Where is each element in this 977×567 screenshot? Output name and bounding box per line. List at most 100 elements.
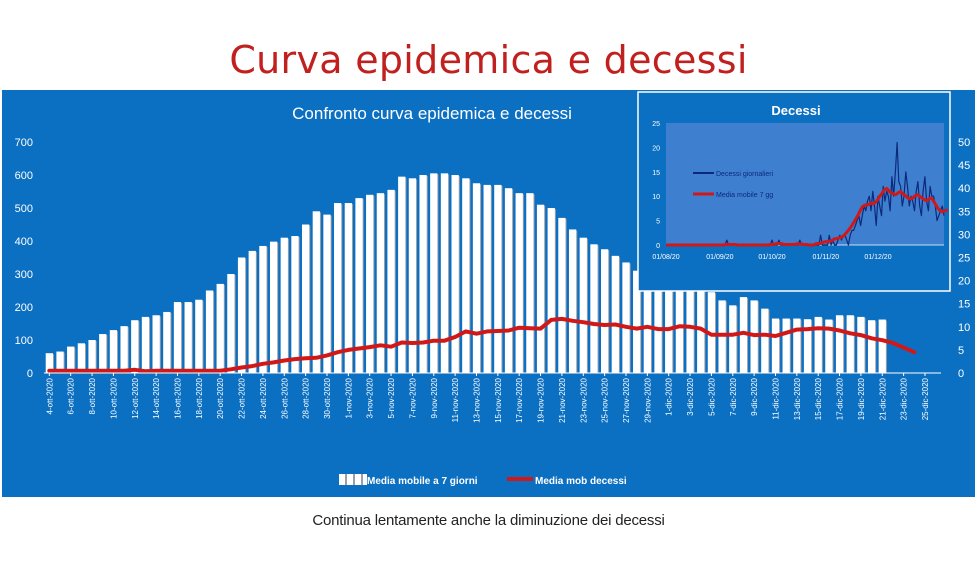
bar bbox=[451, 175, 459, 373]
left-tick-label: 600 bbox=[15, 170, 33, 182]
x-tick-label: 24-ott-2020 bbox=[259, 377, 268, 418]
bar bbox=[45, 353, 53, 373]
right-tick-label: 0 bbox=[958, 368, 964, 380]
x-tick-label: 14-ott-2020 bbox=[152, 377, 161, 418]
x-tick-label: 13-dic-2020 bbox=[793, 377, 802, 420]
x-tick-label: 6-ott-2020 bbox=[67, 377, 76, 414]
main-chart-title: Confronto curva epidemica e decessi bbox=[292, 104, 572, 123]
bar bbox=[536, 204, 545, 373]
x-tick-label: 22-ott-2020 bbox=[238, 377, 247, 418]
main-bars bbox=[45, 173, 887, 373]
bar bbox=[280, 237, 288, 373]
bar bbox=[334, 203, 342, 373]
main-right-axis: 0 5 10 15 20 25 30 35 40 45 50 bbox=[958, 137, 970, 380]
inset-lines bbox=[666, 141, 949, 247]
left-tick-label: 500 bbox=[15, 203, 33, 215]
bar bbox=[387, 189, 395, 373]
x-tick-label: 27-nov-2020 bbox=[622, 377, 631, 422]
x-tick-label: 3-dic-2020 bbox=[686, 377, 695, 415]
inset-y-tick-label: 5 bbox=[656, 219, 660, 226]
right-tick-label: 35 bbox=[958, 206, 970, 218]
x-tick-label: 23-dic-2020 bbox=[900, 377, 909, 420]
inset-chart: Decessi 0 5 10 15 20 25 01/08/20 01/09/20 01/10… bbox=[637, 91, 951, 292]
slide-title: Curva epidemica e decessi bbox=[229, 38, 748, 82]
bar bbox=[77, 343, 86, 373]
bar bbox=[483, 184, 491, 373]
x-tick-label: 15-dic-2020 bbox=[814, 377, 823, 420]
bar bbox=[195, 299, 203, 373]
bar bbox=[366, 194, 374, 373]
bar bbox=[419, 175, 427, 373]
bar bbox=[120, 326, 128, 373]
bar bbox=[622, 262, 630, 373]
right-tick-label: 45 bbox=[958, 160, 970, 172]
bar bbox=[761, 308, 769, 373]
bar bbox=[259, 245, 267, 373]
inset-y-axis: 0 5 10 15 20 25 bbox=[652, 121, 660, 250]
bar bbox=[867, 320, 876, 373]
bar bbox=[494, 184, 502, 373]
legend-line-entry: Media mob decessi bbox=[507, 476, 627, 487]
x-tick-label: 8-ott-2020 bbox=[88, 377, 97, 414]
bar bbox=[88, 340, 96, 373]
legend-line-label: Media mob decessi bbox=[535, 476, 627, 487]
x-tick-label: 1-nov-2020 bbox=[344, 377, 353, 418]
left-tick-label: 700 bbox=[15, 137, 33, 149]
x-tick-label: 3-nov-2020 bbox=[366, 377, 375, 418]
x-tick-label: 20-ott-2020 bbox=[216, 377, 225, 418]
x-tick-label: 17-nov-2020 bbox=[515, 377, 524, 422]
bar bbox=[782, 318, 790, 373]
bar bbox=[568, 229, 577, 373]
inset-y-tick-label: 15 bbox=[652, 170, 660, 177]
bar bbox=[814, 316, 822, 373]
combined-chart: Confronto curva epidemica e decessi 0100… bbox=[2, 90, 975, 497]
inset-legend-label-daily: Decessi giornalieri bbox=[716, 171, 774, 178]
inset-title: Decessi bbox=[771, 103, 820, 118]
bar bbox=[878, 319, 886, 373]
bar bbox=[472, 183, 481, 373]
x-tick-label: 29-nov-2020 bbox=[643, 377, 652, 422]
main-legend: Media mobile a 7 giorni Media mob decess… bbox=[339, 474, 627, 487]
inset-plot-area bbox=[666, 123, 944, 245]
bar bbox=[729, 305, 737, 373]
right-tick-label: 5 bbox=[958, 345, 964, 357]
bar bbox=[131, 320, 139, 373]
right-tick-label: 15 bbox=[958, 299, 970, 311]
x-tick-label: 25-dic-2020 bbox=[921, 377, 930, 420]
bar bbox=[440, 173, 449, 373]
bar bbox=[739, 297, 748, 373]
x-tick-label: 21-dic-2020 bbox=[878, 377, 887, 420]
bar bbox=[633, 270, 641, 373]
bar bbox=[67, 346, 75, 373]
bar bbox=[323, 214, 331, 373]
bar bbox=[600, 249, 609, 373]
bar bbox=[99, 334, 107, 373]
bar bbox=[398, 176, 406, 373]
bar bbox=[515, 193, 523, 373]
bar bbox=[184, 302, 192, 373]
bar bbox=[237, 257, 246, 373]
bar bbox=[408, 178, 417, 373]
bar bbox=[803, 319, 812, 373]
x-tick-label: 12-ott-2020 bbox=[131, 377, 140, 418]
x-tick-label: 1-dic-2020 bbox=[665, 377, 674, 415]
bar bbox=[312, 211, 320, 373]
left-tick-label: 0 bbox=[27, 368, 33, 380]
x-tick-label: 5-nov-2020 bbox=[387, 377, 396, 418]
right-tick-label: 20 bbox=[958, 276, 970, 288]
bar bbox=[152, 315, 160, 373]
bar bbox=[675, 285, 684, 373]
inset-average-line bbox=[666, 186, 949, 247]
inset-x-tick-label: 01/12/20 bbox=[864, 254, 891, 261]
bar bbox=[547, 208, 555, 373]
x-tick-label: 15-nov-2020 bbox=[494, 377, 503, 422]
bar bbox=[56, 351, 64, 373]
bar bbox=[504, 188, 513, 373]
x-tick-label: 4-ott-2020 bbox=[45, 377, 54, 414]
bar bbox=[430, 173, 438, 373]
bar bbox=[793, 318, 801, 373]
bar bbox=[205, 290, 214, 373]
bar bbox=[654, 277, 662, 373]
x-tick-label: 9-nov-2020 bbox=[430, 377, 439, 418]
right-tick-label: 40 bbox=[958, 183, 970, 195]
